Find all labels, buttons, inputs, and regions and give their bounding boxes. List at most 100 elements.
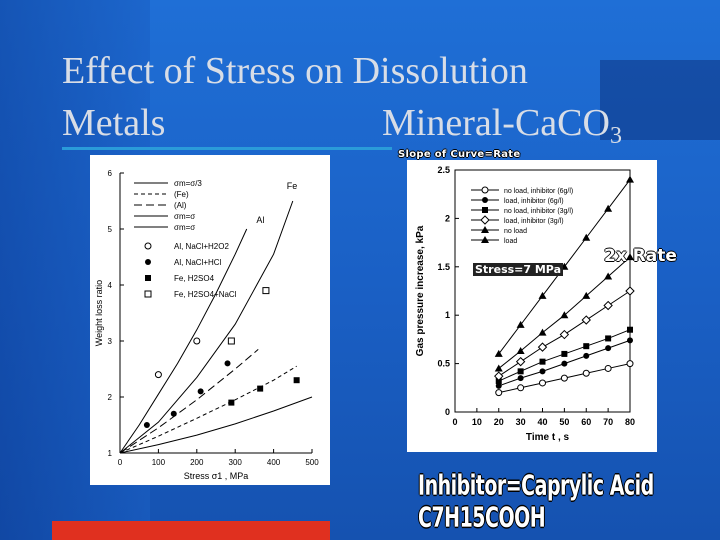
data-point (604, 204, 613, 212)
inhibitor-label: Inhibitor=Caprylic Acid C7H15COOH (418, 470, 654, 534)
title-underline (62, 147, 392, 150)
data-point (227, 337, 235, 345)
x-tick-label: 30 (516, 417, 526, 427)
data-point (538, 291, 547, 299)
legend-marker (145, 259, 151, 265)
data-point (626, 360, 634, 368)
legend-label: (Fe) (174, 190, 189, 199)
data-point (193, 337, 201, 345)
legend-label: (Al) (174, 201, 187, 210)
data-point (604, 364, 612, 372)
x-axis-label: Time t , s (526, 432, 570, 443)
legend-marker (480, 215, 490, 225)
legend-label: load (504, 238, 517, 245)
x-tick-label: 40 (537, 417, 547, 427)
stress-label: Stress=7 MPa (473, 263, 563, 276)
y-tick-label: 6 (108, 169, 113, 178)
plot-frame (454, 169, 631, 413)
data-point (537, 342, 548, 352)
x-tick-label: 100 (152, 458, 166, 467)
curve-line (119, 228, 248, 454)
legend-label: σm=σ/3 (174, 179, 202, 188)
accent-bar (52, 521, 330, 540)
data-point (515, 356, 526, 367)
legend-marker (144, 290, 152, 298)
curve-line (119, 200, 294, 454)
weight-loss-chart: 0 100 200 300 400 500 1 2 3 4 5 6 Stress σ1 , MPa Wei… (94, 169, 319, 481)
data-point (494, 364, 503, 372)
legend-label: load, inhibitor (6g/l) (504, 198, 564, 205)
legend-marker (481, 186, 489, 194)
data-point (224, 360, 231, 367)
calcite-chart-panel: 0 10 20 30 40 50 60 70 80 0 0.5 1 1.5 2 2.5 Time t , s G… (407, 160, 657, 452)
data-point (603, 300, 613, 311)
x-tick-label: 300 (229, 458, 243, 467)
title-subscript: 3 (609, 123, 622, 149)
annotation-fe: Fe (287, 181, 298, 191)
x-axis-label: Stress σ1 , MPa (184, 471, 249, 481)
y-tick-label: 1 (108, 449, 113, 458)
data-point (559, 329, 570, 340)
data-point (605, 345, 612, 352)
data-point (517, 384, 525, 392)
data-point (495, 382, 502, 389)
rate-label: 2x Rate (604, 246, 677, 266)
data-point (539, 379, 546, 387)
legend-label: σm=σ (174, 223, 195, 232)
legend-label: load, inhibitor (3g/l) (504, 218, 564, 225)
y-tick-label: 4 (108, 281, 113, 290)
legend-marker (481, 236, 489, 243)
data-point (582, 369, 590, 377)
data-point (581, 315, 591, 325)
legend-label: no load, inhibitor (6g/l) (504, 188, 573, 195)
data-point (560, 374, 568, 382)
slide-title-metals: Metals (62, 102, 166, 144)
y-tick-label: 0.5 (437, 359, 450, 369)
data-point (262, 287, 270, 295)
curve-line (119, 349, 259, 454)
title-mineral-text: Mineral-CaCO (382, 102, 610, 144)
data-point (626, 175, 634, 183)
y-tick-label: 3 (108, 337, 113, 346)
data-point (560, 311, 569, 319)
data-point (495, 378, 502, 385)
data-point (257, 385, 264, 392)
slide-title-mineral: Mineral-CaCO3 (382, 104, 622, 148)
data-point (143, 422, 150, 428)
data-point (626, 253, 634, 261)
x-tick-label: 0 (118, 458, 123, 467)
data-point (627, 326, 633, 333)
slide-title-line1: Effect of Stress on Dissolution (62, 50, 528, 92)
gas-pressure-chart: 0 10 20 30 40 50 60 70 80 0 0.5 1 1.5 2 2.5 Time t , s G… (415, 165, 635, 443)
data-point (517, 375, 524, 382)
x-tick-label: 80 (625, 417, 635, 427)
metals-chart-panel: 0 100 200 300 400 500 1 2 3 4 5 6 Stress σ1 , MPa Wei… (90, 155, 330, 485)
y-tick-label: 1.5 (437, 262, 450, 272)
x-tick-label: 20 (494, 417, 504, 427)
curve-line (119, 396, 313, 454)
legend-marker (144, 242, 152, 250)
legend-label: Al, NaCl+HCl (174, 258, 222, 267)
data-point (539, 358, 546, 365)
curve-line (119, 365, 297, 454)
legend-marker (482, 197, 488, 203)
x-tick-label: 50 (559, 417, 569, 427)
y-axis-label: Weight loss ratio (94, 280, 104, 346)
data-point (154, 371, 162, 379)
y-tick-label: 2 (445, 213, 450, 223)
data-point (170, 410, 177, 417)
annotation-al: Al (256, 215, 264, 225)
legend-label: Fe, H2SO4+NaCl (174, 290, 237, 299)
data-point (605, 335, 612, 342)
data-point (516, 320, 525, 328)
legend-label: no load, inhibitor (3g/l) (504, 208, 573, 215)
legend-label: σm=σ (174, 212, 195, 221)
y-axis-label: Gas pressure increase, kPa (415, 225, 426, 356)
data-point (495, 389, 503, 397)
data-point (494, 349, 503, 357)
data-point (228, 399, 235, 406)
x-tick-label: 200 (190, 458, 204, 467)
slope-label: Slope of Curve=Rate (398, 149, 521, 160)
legend-marker (481, 226, 489, 233)
data-point (583, 352, 590, 359)
